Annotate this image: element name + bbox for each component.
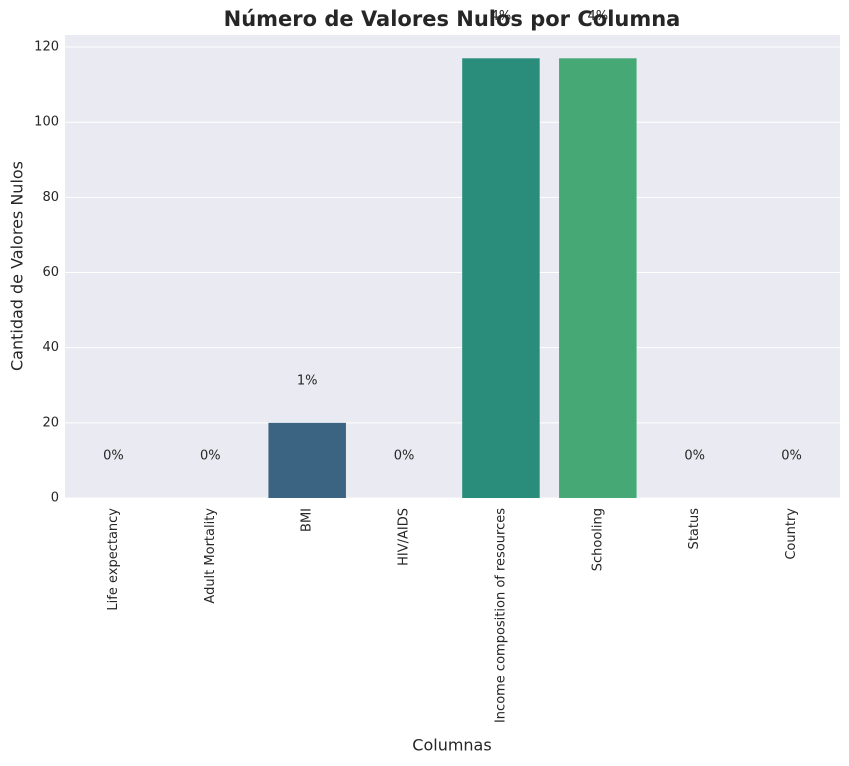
x-tick-label: HIV/AIDS — [397, 508, 412, 566]
percent-label: 0% — [684, 449, 705, 464]
percent-label: 0% — [394, 449, 415, 464]
percent-label: 0% — [103, 449, 124, 464]
y-axis-label: Cantidad de Valores Nulos — [8, 161, 27, 371]
y-tick-label: 120 — [34, 40, 59, 55]
y-tick-label: 60 — [42, 265, 59, 280]
y-tick-label: 80 — [42, 190, 59, 205]
percent-label: 0% — [200, 449, 221, 464]
y-tick-label: 20 — [42, 415, 59, 430]
x-axis-label: Columnas — [412, 736, 491, 755]
y-tick-label: 0 — [51, 491, 59, 506]
bar — [268, 422, 346, 498]
percent-label: 1% — [297, 373, 318, 388]
percent-label: 4% — [588, 9, 609, 24]
chart-title: Número de Valores Nulos por Columna — [224, 7, 681, 31]
bar — [559, 58, 637, 498]
y-tick-label: 40 — [42, 340, 59, 355]
x-tick-label: Adult Mortality — [203, 508, 218, 604]
percent-label: 4% — [491, 9, 512, 24]
x-tick-label: Income composition of resources — [493, 508, 508, 723]
x-tick-label: Status — [687, 508, 702, 550]
y-tick-label: 100 — [34, 115, 59, 130]
bar — [462, 58, 540, 498]
percent-label: 0% — [781, 449, 802, 464]
x-tick-label: Schooling — [590, 508, 605, 571]
plot-area — [65, 35, 840, 498]
x-tick-label: Life expectancy — [106, 508, 121, 611]
x-tick-label: BMI — [300, 508, 315, 532]
x-tick-label: Country — [784, 508, 799, 560]
